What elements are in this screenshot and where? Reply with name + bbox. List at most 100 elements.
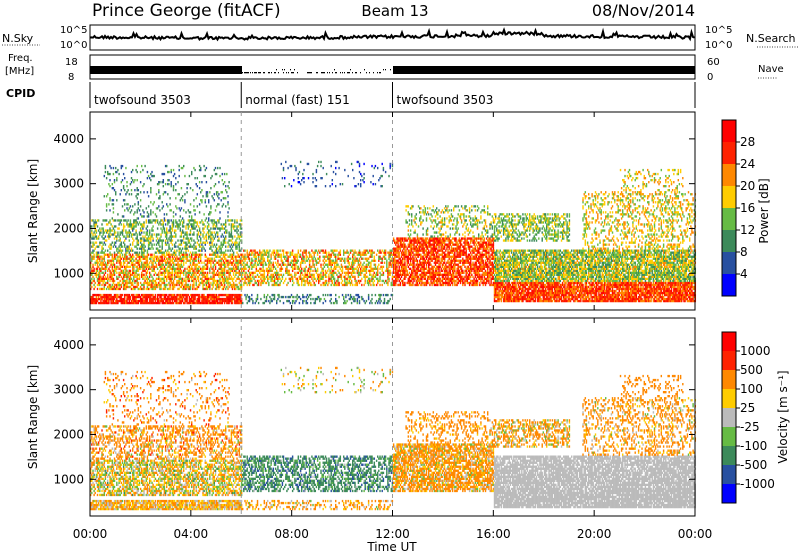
power-cell bbox=[92, 296, 93, 298]
power-cell bbox=[138, 239, 139, 241]
power-cell bbox=[92, 219, 93, 221]
power-cell bbox=[133, 294, 134, 296]
power-cell bbox=[134, 274, 135, 276]
power-cell bbox=[96, 302, 97, 304]
power-cell bbox=[140, 171, 141, 173]
power-cell bbox=[150, 274, 151, 276]
power-cell bbox=[143, 231, 144, 233]
power-cell bbox=[105, 270, 106, 272]
power-cell bbox=[105, 165, 106, 167]
power-cell bbox=[99, 282, 100, 284]
power-cell bbox=[117, 213, 118, 215]
power-cell bbox=[117, 302, 118, 304]
power-cell bbox=[132, 284, 133, 286]
power-cell bbox=[98, 237, 99, 239]
power-cell bbox=[130, 205, 131, 207]
power-cell bbox=[120, 288, 121, 290]
power-cell bbox=[126, 181, 127, 183]
power-cell bbox=[141, 165, 142, 167]
power-cell bbox=[147, 272, 148, 274]
power-cell bbox=[99, 258, 100, 260]
power-cell bbox=[105, 235, 106, 237]
power-cell bbox=[147, 280, 148, 282]
power-cell bbox=[147, 270, 148, 272]
power-cell bbox=[144, 276, 145, 278]
power-cell bbox=[135, 272, 136, 274]
power-cell bbox=[121, 258, 122, 260]
power-cell bbox=[138, 217, 139, 219]
power-cell bbox=[126, 256, 127, 258]
power-cell bbox=[124, 262, 125, 264]
power-cell bbox=[147, 225, 148, 227]
beam-title: Beam 13 bbox=[361, 2, 428, 20]
power-cell bbox=[92, 246, 93, 248]
power-cell bbox=[140, 181, 141, 183]
nsky-tick-bottom: 10^0 bbox=[60, 40, 87, 51]
power-cell bbox=[142, 276, 143, 278]
power-cell bbox=[97, 225, 98, 227]
power-cell bbox=[114, 264, 115, 266]
power-cell bbox=[152, 282, 153, 284]
power-cell bbox=[109, 199, 110, 201]
power-cell bbox=[91, 225, 92, 227]
power-cell bbox=[112, 254, 113, 256]
power-cell bbox=[92, 276, 93, 278]
power-cell bbox=[149, 266, 150, 268]
power-cell bbox=[120, 256, 121, 258]
power-cell bbox=[129, 262, 130, 264]
power-cell bbox=[103, 227, 104, 229]
power-cell bbox=[134, 260, 135, 262]
power-cell bbox=[147, 300, 148, 302]
power-cell bbox=[92, 235, 93, 237]
power-cell bbox=[104, 260, 105, 262]
power-cell bbox=[132, 244, 133, 246]
power-cell bbox=[117, 294, 118, 296]
power-cell bbox=[105, 284, 106, 286]
power-cell bbox=[97, 264, 98, 266]
power-cell bbox=[95, 233, 96, 235]
power-cell bbox=[147, 258, 148, 260]
power-cell bbox=[143, 215, 144, 217]
power-cell bbox=[130, 286, 131, 288]
power-cell bbox=[109, 280, 110, 282]
power-cell bbox=[120, 221, 121, 223]
power-cell bbox=[141, 229, 142, 231]
power-cell bbox=[121, 264, 122, 266]
power-cell bbox=[95, 219, 96, 221]
power-cell bbox=[152, 278, 153, 280]
power-cell bbox=[133, 266, 134, 268]
power-cell bbox=[132, 262, 133, 264]
power-cell bbox=[147, 298, 148, 300]
power-panel: 1000200030004000 Slant Range [km] 282420… bbox=[26, 112, 771, 310]
power-cell bbox=[116, 272, 117, 274]
power-cell bbox=[138, 207, 139, 209]
power-cell bbox=[147, 260, 148, 262]
power-cell bbox=[103, 282, 104, 284]
power-cell bbox=[108, 262, 109, 264]
power-cell bbox=[124, 239, 125, 241]
power-cell bbox=[150, 248, 151, 250]
power-cell bbox=[147, 256, 148, 258]
power-cell bbox=[116, 298, 117, 300]
power-cell bbox=[109, 231, 110, 233]
power-cell bbox=[120, 248, 121, 250]
power-cell bbox=[93, 270, 94, 272]
power-cell bbox=[142, 246, 143, 248]
nsky-panel: N.Sky 10^5 10^0 10^5 10^0 N.Search bbox=[2, 25, 798, 51]
power-cell bbox=[121, 181, 122, 183]
power-cell bbox=[95, 264, 96, 266]
power-cell bbox=[114, 181, 115, 183]
power-cell bbox=[147, 177, 148, 179]
power-cell bbox=[137, 211, 138, 213]
power-cell bbox=[122, 256, 123, 258]
power-cell bbox=[122, 231, 123, 233]
power-cell bbox=[150, 189, 151, 191]
power-cell bbox=[113, 300, 114, 302]
power-cell bbox=[110, 248, 111, 250]
power-cell bbox=[148, 205, 149, 207]
power-cell bbox=[142, 227, 143, 229]
power-cell bbox=[116, 286, 117, 288]
power-cell bbox=[91, 229, 92, 231]
power-cell bbox=[91, 231, 92, 233]
power-cell bbox=[106, 205, 107, 207]
